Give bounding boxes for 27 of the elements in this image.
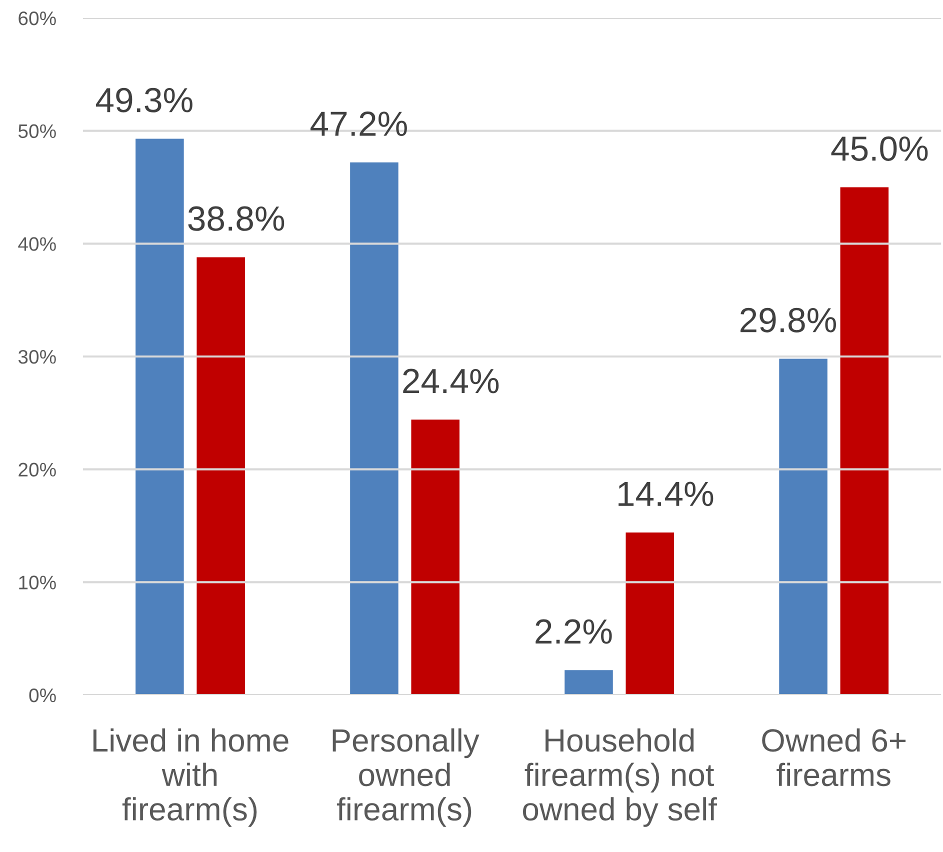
x-tick-label: Household firearm(s) not owned by self [523,728,718,827]
bar [564,670,613,695]
bar [196,257,245,695]
data-label: 29.8% [740,308,836,332]
data-label: 47.2% [310,112,407,136]
x-tick-label: Lived in home with firearm(s) [93,728,288,827]
y-tick-label: 60% [18,11,56,26]
data-label: 24.4% [403,368,499,394]
bar [411,420,460,695]
data-label: 14.4% [618,482,714,506]
y-tick-label: 20% [18,462,56,477]
data-label: 45.0% [831,136,928,161]
y-tick-label: 40% [18,237,56,251]
y-tick-label: 30% [18,350,56,364]
bar [626,532,674,695]
data-label: 49.3% [96,88,192,112]
bar [350,162,398,695]
data-label: 2.2% [536,619,612,644]
bar [136,138,184,695]
bar [840,187,889,695]
bar [779,358,828,695]
data-label: 38.8% [188,206,284,231]
y-tick-label: 0% [29,688,56,702]
y-tick-label: 10% [19,576,56,590]
x-tick-label: Owned 6+ firearms [762,728,906,786]
x-tick-label: Personally owned firearm(s) [332,728,480,827]
y-tick-label: 50% [18,124,56,138]
